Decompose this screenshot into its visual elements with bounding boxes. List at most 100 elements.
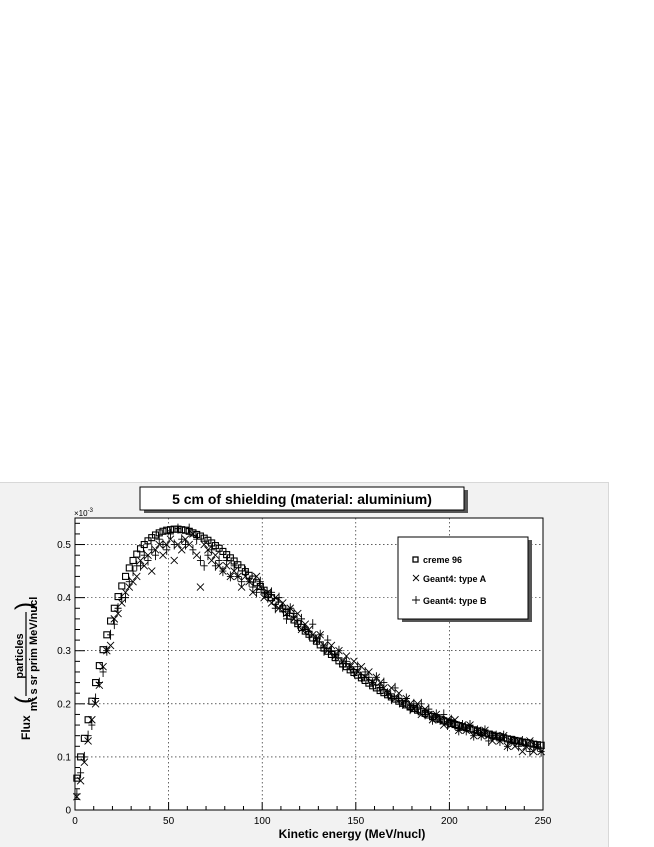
geant4-type-a-point xyxy=(99,662,107,671)
x-axis-ticks: 0 50 100 150 200 250 xyxy=(72,802,552,827)
geant4-type-a-point xyxy=(114,609,122,618)
geant4-type-b-point xyxy=(144,555,152,566)
geant4-type-a-point xyxy=(526,737,534,745)
geant4-type-b-point xyxy=(226,571,234,582)
geant4-type-b-point xyxy=(290,608,298,619)
geant4-type-b-point xyxy=(155,534,163,545)
geant4-type-b-point xyxy=(339,661,347,672)
geant4-type-a-point xyxy=(192,551,201,559)
geant4-type-a-point xyxy=(413,699,422,708)
creme-96-point xyxy=(163,526,171,534)
legend-label-type-b: Geant4: type B xyxy=(423,596,487,606)
x-tick-label: 100 xyxy=(254,816,271,827)
creme-96-point xyxy=(84,716,92,724)
geant4-type-b-point xyxy=(286,603,294,614)
geant4-type-b-point xyxy=(271,603,279,614)
geant4-type-b-point xyxy=(84,730,92,741)
geant4-type-a-point xyxy=(391,694,399,703)
geant4-type-a-point xyxy=(76,776,85,785)
geant4-type-b-point xyxy=(331,651,339,662)
geant4-type-b-point xyxy=(354,661,362,672)
geant4-type-a-point xyxy=(293,609,302,618)
geant4-type-a-point xyxy=(207,556,216,565)
geant4-type-b-point xyxy=(148,544,156,555)
geant4-type-a-point xyxy=(80,758,89,767)
geant4-type-b-point xyxy=(268,587,276,598)
geant4-type-b-point xyxy=(77,767,85,778)
geant4-type-a-point xyxy=(342,652,351,660)
y-tick-label: 0.1 xyxy=(57,752,71,763)
geant4-type-a-point xyxy=(151,546,160,554)
geant4-type-b-point xyxy=(500,730,508,741)
geant4-type-a-point xyxy=(181,535,190,544)
geant4-type-a-point xyxy=(166,535,175,544)
geant4-type-a-point xyxy=(117,599,126,607)
geant4-type-a-point xyxy=(305,625,313,634)
geant4-type-b-point xyxy=(425,704,433,715)
creme-96-point xyxy=(129,556,137,565)
legend-marker-square xyxy=(412,556,419,563)
geant4-type-a-point xyxy=(189,530,197,538)
geant4-type-b-point xyxy=(365,672,373,683)
creme-96-point xyxy=(178,526,186,534)
geant4-type-b-point xyxy=(473,725,481,736)
creme-96-point xyxy=(118,582,126,590)
geant4-type-b-point xyxy=(151,550,159,561)
geant4-type-a-point xyxy=(256,583,265,591)
creme-96-point xyxy=(189,529,197,537)
geant4-type-a-point xyxy=(365,668,373,676)
geant4-type-b-point xyxy=(466,720,474,731)
geant4-type-b-point xyxy=(185,523,193,534)
geant4-type-a-point xyxy=(395,689,403,698)
geant4-type-b-point xyxy=(114,603,122,614)
creme-96-point xyxy=(107,617,115,625)
geant4-type-b-point xyxy=(395,693,403,704)
legend-frame xyxy=(397,536,529,620)
y-tick-label: 0.5 xyxy=(57,540,71,551)
geant4-type-b-point xyxy=(372,672,380,683)
geant4-type-b-point xyxy=(260,587,268,598)
geant4-type-b-point xyxy=(316,629,324,640)
legend-marker-cross xyxy=(412,574,420,582)
geant4-type-b-point xyxy=(384,688,392,699)
geant4-type-b-point xyxy=(440,709,448,720)
geant4-type-b-point xyxy=(88,720,96,731)
geant4-type-b-point xyxy=(103,645,111,656)
geant4-type-a-point xyxy=(91,699,100,708)
creme-96-point xyxy=(151,531,160,539)
geant4-type-b-point xyxy=(410,698,418,709)
geant4-type-a-point xyxy=(488,737,497,745)
geant4-type-a-point xyxy=(84,737,92,745)
geant4-type-a-point xyxy=(353,668,362,676)
y-tick-label: 0.2 xyxy=(57,699,71,710)
geant4-type-b-point xyxy=(518,735,526,746)
geant4-type-a-point xyxy=(155,540,164,549)
geant4-type-b-point xyxy=(515,741,523,752)
geant4-type-b-point xyxy=(376,682,384,693)
geant4-type-a-point xyxy=(88,715,96,724)
creme-96-point xyxy=(133,550,141,558)
geant4-type-b-point xyxy=(107,629,115,640)
x-tick-label: 200 xyxy=(441,816,458,827)
creme-96-point xyxy=(391,695,399,703)
geant4-type-b-point xyxy=(174,523,182,534)
creme-96-point xyxy=(159,527,167,535)
geant4-type-a-point xyxy=(387,684,396,692)
geant4-type-b-point xyxy=(301,624,309,635)
geant4-type-a-point xyxy=(361,673,369,682)
geant4-type-b-point xyxy=(477,730,485,741)
geant4-type-b-point xyxy=(481,725,489,736)
y-multiplier: ×10-3 xyxy=(74,508,94,518)
x-tick-label: 250 xyxy=(535,816,552,827)
geant4-type-b-point xyxy=(485,735,493,746)
geant4-type-a-point xyxy=(297,625,306,634)
geant4-type-b-point xyxy=(391,682,399,693)
creme-96-point xyxy=(181,526,189,534)
geant4-type-a-point xyxy=(144,551,152,559)
geant4-type-a-point xyxy=(380,684,388,692)
geant4-type-a-point xyxy=(249,588,257,597)
y-label-paren-left: ( xyxy=(11,696,38,704)
geant4-type-a-point xyxy=(308,630,317,639)
geant4-type-a-point xyxy=(417,710,426,719)
geant4-type-a-point xyxy=(323,646,332,655)
